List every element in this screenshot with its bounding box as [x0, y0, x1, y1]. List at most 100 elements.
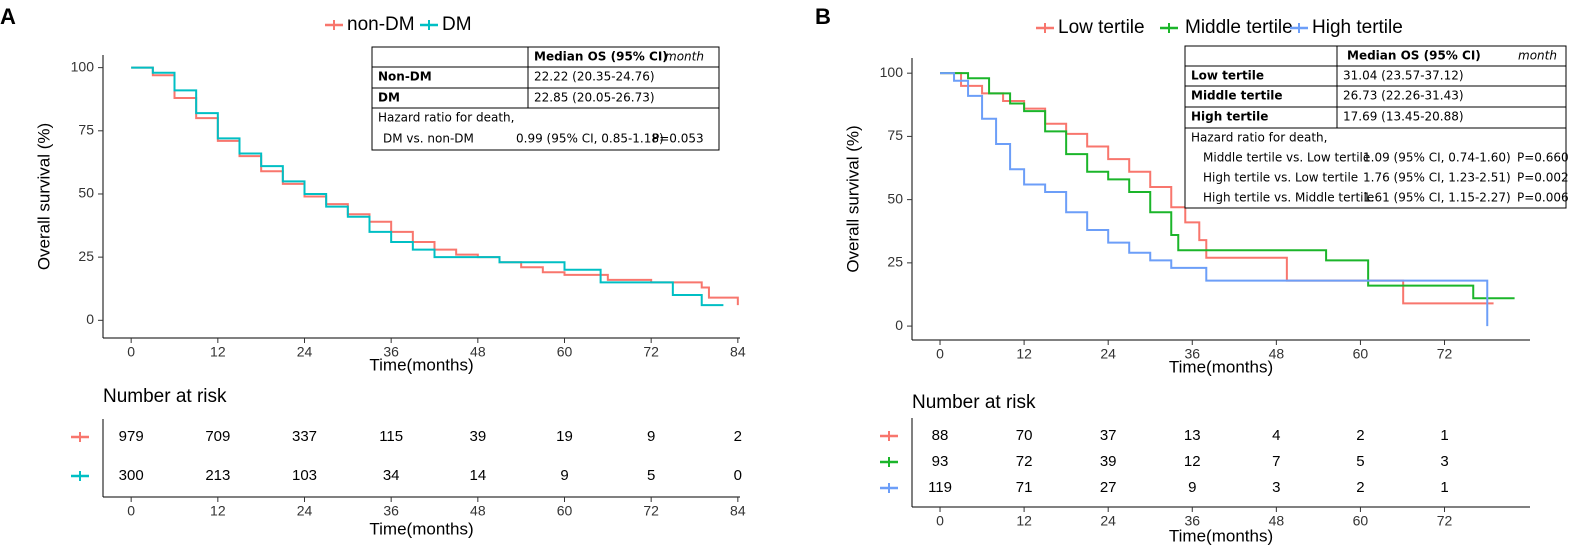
hazard-cell: P=0.006 [1517, 191, 1569, 205]
y-axis-label: Overall survival (%) [34, 123, 53, 270]
risk-x-tick-label: 60 [1353, 513, 1369, 529]
y-tick-label: 100 [880, 64, 904, 80]
risk-count: 9 [560, 467, 568, 484]
x-tick-label: 36 [1184, 346, 1200, 362]
hazard-cell: 1.09 (95% CI, 0.74-1.60) [1363, 151, 1511, 165]
x-tick-label: 12 [210, 344, 226, 360]
y-tick-label: 75 [887, 127, 903, 143]
risk-x-tick-label: 36 [383, 503, 399, 519]
y-tick-label: 50 [78, 185, 94, 201]
hazard-cell: P=0.053 [652, 132, 704, 146]
legend-label: DM [442, 14, 472, 35]
risk-count: 19 [556, 428, 573, 445]
table-row-label: Low tertile [1191, 69, 1264, 83]
risk-count: 0 [734, 467, 742, 484]
y-tick-label: 0 [86, 311, 94, 327]
risk-count: 34 [383, 467, 400, 484]
risk-count: 70 [1016, 427, 1033, 444]
risk-count: 3 [1440, 453, 1448, 470]
table-cell: 31.04 (23.57-37.12) [1343, 69, 1464, 83]
table-header: Median OS (95% CI) [1347, 49, 1481, 63]
hazard-cell: 1.61 (95% CI, 1.15-2.27) [1363, 191, 1511, 205]
table-header: Median OS (95% CI) [534, 50, 668, 64]
risk-count: 337 [292, 428, 317, 445]
hazard-title: Hazard ratio for death, [378, 111, 514, 125]
risk-count: 71 [1016, 479, 1033, 496]
risk-count: 72 [1016, 453, 1033, 470]
risk-count: 39 [469, 428, 486, 445]
table-box [371, 46, 720, 151]
y-axis-label: Overall survival (%) [843, 125, 862, 272]
y-tick-label: 75 [78, 122, 94, 138]
table-row-label: DM [378, 91, 400, 105]
x-tick-label: 48 [1269, 346, 1285, 362]
risk-x-tick-label: 0 [936, 513, 944, 529]
panel-label: B [815, 4, 831, 29]
x-tick-label: 72 [1437, 346, 1453, 362]
risk-count: 14 [469, 467, 486, 484]
x-tick-label: 0 [127, 344, 135, 360]
y-tick-label: 25 [78, 248, 94, 264]
table-row-label: High tertile [1191, 110, 1268, 124]
hazard-title: Hazard ratio for death, [1191, 131, 1327, 145]
risk-x-tick-label: 24 [1100, 513, 1116, 529]
risk-count: 119 [928, 479, 952, 496]
risk-count: 39 [1100, 453, 1117, 470]
risk-x-tick-label: 0 [127, 503, 135, 519]
legend-label: Low tertile [1058, 17, 1145, 38]
table-row-label: Middle tertile [1191, 89, 1283, 103]
x-tick-label: 84 [730, 344, 746, 360]
risk-count: 2 [734, 428, 742, 445]
x-tick-label: 24 [1100, 346, 1116, 362]
table-header-unit: month [1518, 49, 1557, 63]
risk-count: 4 [1272, 427, 1280, 444]
risk-x-axis-label: Time(months) [369, 519, 473, 538]
y-tick-label: 100 [71, 58, 95, 74]
risk-count: 3 [1272, 479, 1280, 496]
table-header-unit: month [665, 50, 704, 64]
risk-count: 2 [1356, 427, 1364, 444]
risk-x-tick-label: 12 [210, 503, 226, 519]
risk-count: 979 [119, 428, 144, 445]
hazard-cell: 1.76 (95% CI, 1.23-2.51) [1363, 171, 1511, 185]
risk-count: 5 [1356, 453, 1364, 470]
hazard-cell: P=0.002 [1517, 171, 1569, 185]
risk-x-tick-label: 36 [1184, 513, 1200, 529]
survival-curve [131, 66, 724, 307]
x-tick-label: 36 [383, 344, 399, 360]
risk-x-tick-label: 12 [1016, 513, 1032, 529]
risk-count: 9 [1188, 479, 1196, 496]
hazard-cell: 0.99 (95% CI, 0.85-1.18) [516, 132, 664, 146]
risk-x-tick-label: 72 [1437, 513, 1453, 529]
risk-title: Number at risk [103, 386, 227, 407]
table-row-label: Non-DM [378, 70, 432, 84]
panel-label: A [0, 4, 16, 29]
survival-curve [940, 72, 1494, 305]
risk-count: 115 [379, 428, 403, 445]
risk-count: 300 [119, 467, 144, 484]
risk-count: 1 [1440, 427, 1448, 444]
x-axis-label: Time(months) [369, 355, 473, 374]
risk-count: 37 [1100, 427, 1117, 444]
risk-count: 12 [1184, 453, 1201, 470]
legend-label: Middle tertile [1185, 17, 1293, 38]
risk-count: 9 [647, 428, 655, 445]
legend-label: High tertile [1312, 17, 1403, 38]
hazard-cell: High tertile vs. Low tertile [1203, 171, 1358, 185]
y-tick-label: 0 [895, 317, 903, 333]
y-tick-label: 50 [887, 190, 903, 206]
risk-x-tick-label: 60 [557, 503, 573, 519]
table-cell: 22.22 (20.35-24.76) [534, 70, 655, 84]
table-cell: 17.69 (13.45-20.88) [1343, 110, 1464, 124]
x-tick-label: 24 [297, 344, 313, 360]
risk-x-tick-label: 72 [643, 503, 659, 519]
x-axis-label: Time(months) [1169, 357, 1273, 376]
risk-x-tick-label: 24 [297, 503, 313, 519]
survival-curve [940, 72, 1515, 300]
legend-label: non-DM [347, 14, 415, 35]
x-tick-label: 72 [643, 344, 659, 360]
risk-x-tick-label: 48 [1269, 513, 1285, 529]
risk-count: 1 [1440, 479, 1448, 496]
x-tick-label: 0 [936, 346, 944, 362]
